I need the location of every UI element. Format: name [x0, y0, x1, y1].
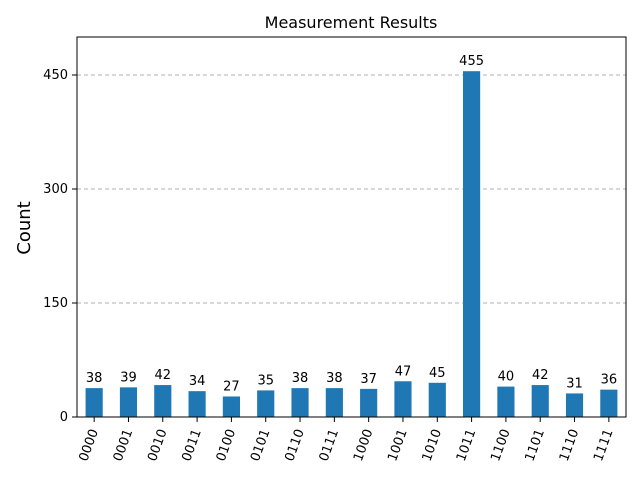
- bar: [154, 385, 172, 417]
- x-tick-label: 0111: [317, 427, 342, 463]
- x-tick-label: 0100: [214, 427, 239, 463]
- bar: [188, 391, 206, 417]
- bars: [85, 71, 618, 417]
- bar-value-label: 38: [326, 371, 343, 386]
- bar: [428, 382, 446, 417]
- bar-value-label: 42: [532, 368, 549, 383]
- x-tick-label: 0110: [282, 427, 307, 463]
- bar: [291, 388, 309, 417]
- bar-value-label: 34: [189, 374, 206, 389]
- x-tick-label: 1100: [488, 427, 513, 463]
- x-tick-label: 0101: [248, 427, 273, 463]
- x-tick-label: 1111: [591, 427, 616, 463]
- x-tick-label: 1110: [557, 427, 582, 463]
- plot-frame: [76, 36, 627, 418]
- y-axis-ticks: 0 150 300 450: [43, 68, 77, 425]
- x-axis-ticks: 0000 0001 0010 0011 0100 0101 0110 0111 1000 1001…: [77, 417, 617, 463]
- bar: [565, 393, 584, 417]
- bar-value-label: 38: [292, 371, 309, 386]
- bar-value-label: 39: [120, 370, 137, 385]
- bar-value-label: 38: [86, 371, 103, 386]
- bar-value-label: 45: [429, 366, 446, 381]
- bar: [360, 388, 378, 417]
- x-tick-label: 1010: [420, 427, 445, 463]
- bar-value-label: 35: [257, 373, 274, 388]
- bar-value-labels: 38 39 42 34 27 35 38 38 37 47 45 455 40 42 31 36: [86, 54, 617, 394]
- y-axis-label: Count: [14, 201, 35, 254]
- y-tick-label: 300: [43, 182, 68, 197]
- bar: [119, 387, 138, 417]
- bar-value-label: 455: [459, 54, 484, 69]
- bar-value-label: 36: [601, 373, 618, 388]
- x-tick-label: 0011: [179, 427, 204, 463]
- bar-value-label: 31: [566, 376, 583, 391]
- y-tick-label: 150: [43, 296, 68, 311]
- x-tick-label: 1001: [385, 427, 410, 463]
- bar: [600, 389, 618, 417]
- bar: [222, 396, 240, 417]
- x-tick-label: 1000: [351, 427, 376, 463]
- bar: [463, 71, 481, 417]
- x-tick-label: 0001: [111, 427, 136, 463]
- y-tick-label: 450: [43, 68, 68, 83]
- x-tick-label: 0010: [145, 427, 170, 463]
- chart-title: Measurement Results: [265, 13, 438, 32]
- bar: [497, 386, 515, 417]
- bar-value-label: 47: [395, 364, 412, 379]
- bar: [325, 388, 343, 417]
- bar: [257, 390, 275, 417]
- bar-value-label: 42: [155, 368, 172, 383]
- bar-value-label: 27: [223, 379, 240, 394]
- x-tick-label: 0000: [77, 427, 102, 463]
- bar: [394, 381, 412, 417]
- gridlines: [77, 74, 626, 304]
- bar-value-label: 37: [360, 372, 377, 387]
- bar: [85, 388, 103, 417]
- bar: [531, 385, 549, 417]
- x-tick-label: 1101: [523, 427, 548, 463]
- x-tick-label: 1011: [454, 427, 479, 463]
- y-tick-label: 0: [60, 410, 68, 425]
- bar-value-label: 40: [498, 370, 515, 385]
